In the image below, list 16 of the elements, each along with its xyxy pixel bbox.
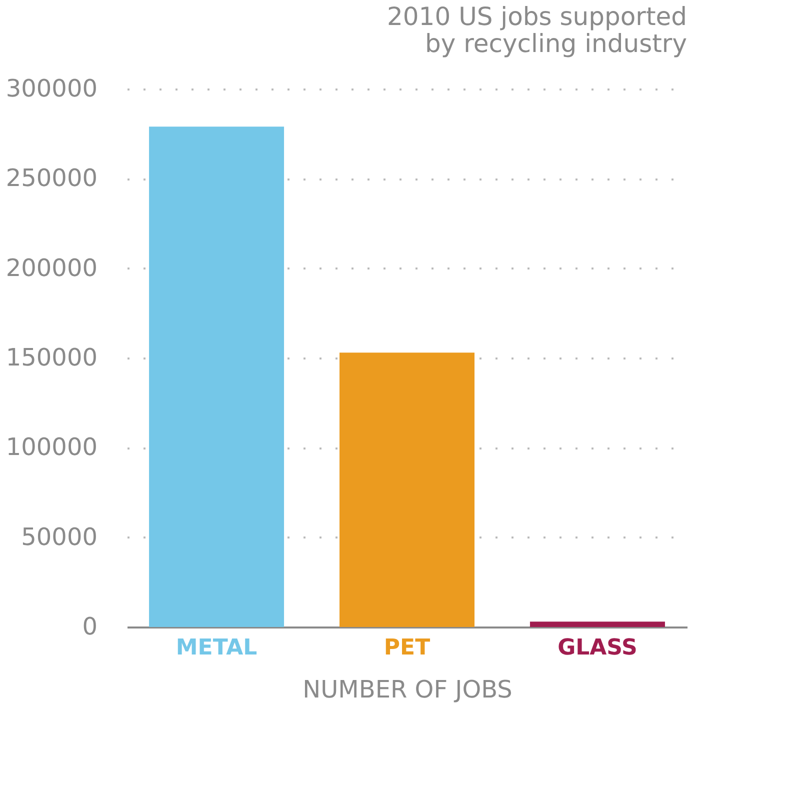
x-axis-title: NUMBER OF JOBS: [302, 676, 512, 704]
y-tick-label: 50000: [21, 522, 98, 551]
y-tick-label: 100000: [6, 433, 98, 462]
y-tick-label: 250000: [6, 164, 98, 192]
x-tick-label: GLASS: [558, 636, 638, 660]
bar: [340, 352, 474, 627]
text: by recycling industry: [425, 29, 687, 58]
y-tick-label: 150000: [6, 344, 98, 372]
y-tick-label: 300000: [6, 74, 98, 102]
bar: [149, 126, 284, 627]
y-tick-label: 0: [82, 612, 98, 640]
y-tick-label: 200000: [6, 254, 98, 282]
x-tick-label: PET: [384, 636, 430, 660]
bar: [530, 622, 665, 627]
text: 2010 US jobs supported: [387, 2, 687, 31]
x-tick-label: METAL: [176, 636, 258, 660]
